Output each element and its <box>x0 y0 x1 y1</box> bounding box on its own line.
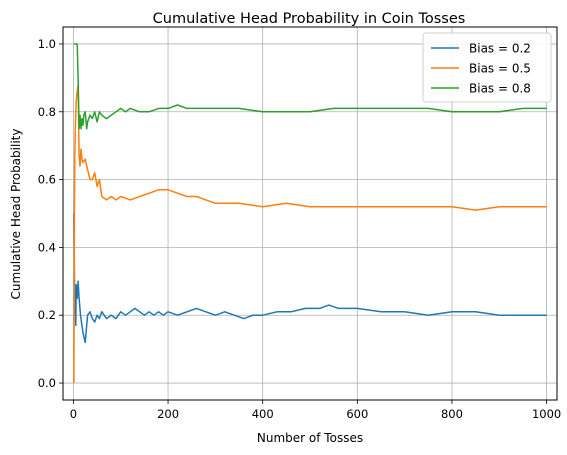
x-tick-label: 0 <box>70 407 77 421</box>
x-axis-label: Number of Tosses <box>257 431 363 445</box>
x-tick-label: 400 <box>252 407 274 421</box>
y-tick-label: 0.0 <box>38 376 56 390</box>
legend: Bias = 0.2 Bias = 0.5 Bias = 0.8 <box>422 32 552 103</box>
x-tick-label: 1000 <box>532 407 561 421</box>
y-tick-label: 1.0 <box>38 37 56 51</box>
y-tick-label: 0.8 <box>38 105 56 119</box>
x-tick-label: 200 <box>157 407 179 421</box>
series-lines <box>73 43 547 384</box>
legend-label-1: Bias = 0.2 <box>469 42 531 56</box>
x-axis-ticks: 0 200 400 600 800 1000 <box>70 400 561 421</box>
series-line-1 <box>73 213 547 344</box>
legend-label-3: Bias = 0.8 <box>469 82 531 96</box>
chart-title: Cumulative Head Probability in Coin Toss… <box>153 11 466 27</box>
y-axis-label: Cumulative Head Probability <box>9 129 23 300</box>
x-tick-label: 800 <box>441 407 463 421</box>
legend-box <box>422 32 552 103</box>
series-line-3 <box>73 43 547 130</box>
y-tick-label: 0.6 <box>38 173 56 187</box>
y-tick-label: 0.4 <box>38 240 56 254</box>
y-axis-ticks: 0.0 0.2 0.4 0.6 0.8 1.0 <box>38 37 63 390</box>
legend-label-2: Bias = 0.5 <box>469 62 531 76</box>
x-tick-label: 600 <box>346 407 368 421</box>
y-tick-label: 0.2 <box>38 308 56 322</box>
series-line-2 <box>73 83 547 384</box>
plot-frame <box>62 26 558 401</box>
